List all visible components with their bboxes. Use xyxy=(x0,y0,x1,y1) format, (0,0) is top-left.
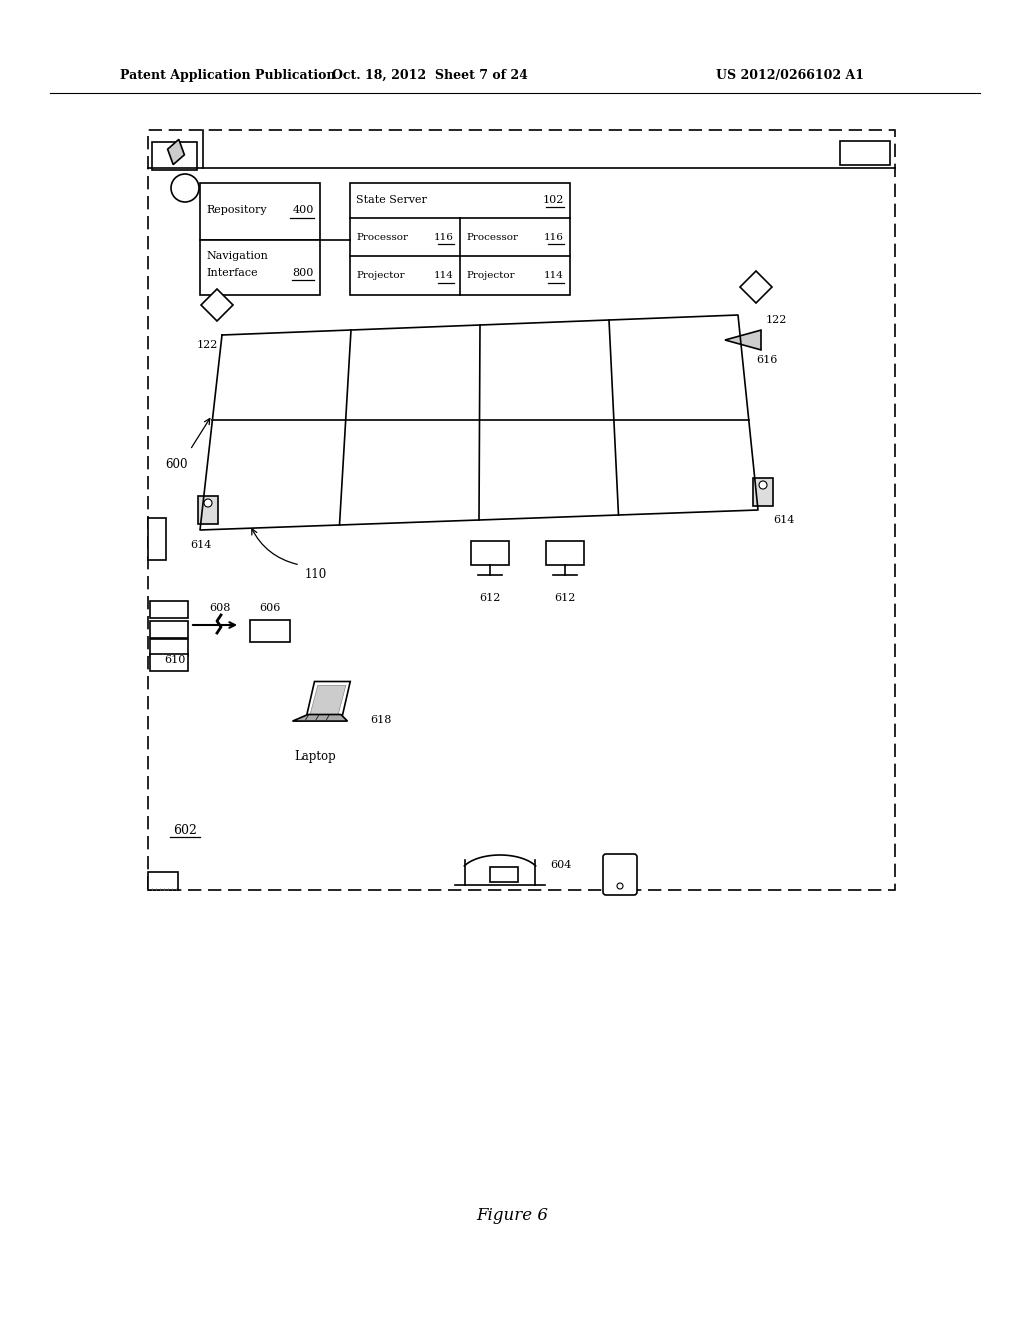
Text: 616: 616 xyxy=(756,355,777,366)
Bar xyxy=(198,496,218,524)
Text: 612: 612 xyxy=(479,593,501,603)
Text: Figure 6: Figure 6 xyxy=(476,1206,548,1224)
Text: 116: 116 xyxy=(434,232,454,242)
Text: 618: 618 xyxy=(370,715,391,725)
Bar xyxy=(150,639,188,656)
Polygon shape xyxy=(725,330,761,350)
Bar xyxy=(148,517,166,560)
Text: 610: 610 xyxy=(164,655,185,665)
Text: 122: 122 xyxy=(197,341,218,350)
Text: 400: 400 xyxy=(293,205,314,215)
Text: 600: 600 xyxy=(165,458,187,471)
Text: 606: 606 xyxy=(259,603,281,612)
Bar xyxy=(150,653,188,671)
Text: Interface: Interface xyxy=(206,268,258,279)
Bar xyxy=(150,601,188,618)
Text: Laptop: Laptop xyxy=(294,750,336,763)
Circle shape xyxy=(171,174,199,202)
Polygon shape xyxy=(740,271,772,304)
Text: Processor: Processor xyxy=(356,232,408,242)
Bar xyxy=(753,478,773,506)
Polygon shape xyxy=(293,714,347,721)
Polygon shape xyxy=(201,289,233,321)
FancyBboxPatch shape xyxy=(603,854,637,895)
Text: 110: 110 xyxy=(305,569,328,582)
Text: 800: 800 xyxy=(293,268,314,279)
Text: 114: 114 xyxy=(544,271,564,280)
Polygon shape xyxy=(306,681,350,717)
Text: 614: 614 xyxy=(190,540,211,550)
Bar xyxy=(200,240,319,294)
Text: Projector: Projector xyxy=(356,271,404,280)
Circle shape xyxy=(204,499,212,507)
Text: 612: 612 xyxy=(554,593,575,603)
Text: Navigation: Navigation xyxy=(206,251,268,261)
Bar xyxy=(200,183,319,240)
Text: State Server: State Server xyxy=(356,195,427,205)
Text: 608: 608 xyxy=(209,603,230,612)
Bar xyxy=(471,541,509,565)
Bar xyxy=(350,183,570,294)
Bar xyxy=(250,620,290,642)
Circle shape xyxy=(617,883,623,888)
Bar xyxy=(150,620,188,638)
Text: 602: 602 xyxy=(173,824,197,837)
Text: 102: 102 xyxy=(543,195,564,205)
Bar xyxy=(490,867,518,882)
Text: 604: 604 xyxy=(550,861,571,870)
Polygon shape xyxy=(310,685,346,714)
Text: 114: 114 xyxy=(434,271,454,280)
Text: 122: 122 xyxy=(766,315,787,325)
Bar xyxy=(840,141,890,165)
Bar xyxy=(148,873,178,890)
Text: 116: 116 xyxy=(544,232,564,242)
Text: 614: 614 xyxy=(773,515,795,525)
Bar xyxy=(546,541,584,565)
Polygon shape xyxy=(168,140,184,165)
Text: Processor: Processor xyxy=(466,232,518,242)
Text: US 2012/0266102 A1: US 2012/0266102 A1 xyxy=(716,69,864,82)
Text: Repository: Repository xyxy=(206,205,266,215)
Text: Projector: Projector xyxy=(466,271,515,280)
Bar xyxy=(152,143,197,170)
Circle shape xyxy=(759,480,767,488)
Text: Patent Application Publication: Patent Application Publication xyxy=(120,69,336,82)
Text: Oct. 18, 2012  Sheet 7 of 24: Oct. 18, 2012 Sheet 7 of 24 xyxy=(332,69,528,82)
Bar xyxy=(148,129,895,890)
